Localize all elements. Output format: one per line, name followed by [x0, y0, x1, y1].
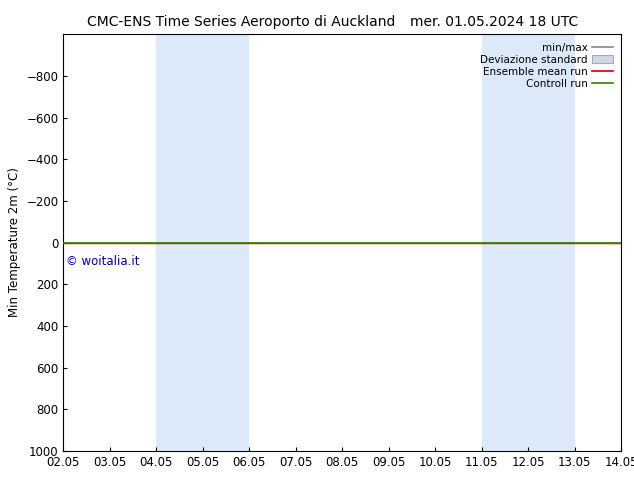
Y-axis label: Min Temperature 2m (°C): Min Temperature 2m (°C) — [8, 168, 21, 318]
Text: mer. 01.05.2024 18 UTC: mer. 01.05.2024 18 UTC — [410, 15, 579, 29]
Text: CMC-ENS Time Series Aeroporto di Auckland: CMC-ENS Time Series Aeroporto di Aucklan… — [87, 15, 395, 29]
Bar — [528, 34, 575, 451]
Legend: min/max, Deviazione standard, Ensemble mean run, Controll run: min/max, Deviazione standard, Ensemble m… — [477, 40, 616, 92]
Text: © woitalia.it: © woitalia.it — [66, 255, 139, 268]
Bar — [203, 34, 249, 451]
Bar — [482, 34, 528, 451]
Bar — [157, 34, 203, 451]
